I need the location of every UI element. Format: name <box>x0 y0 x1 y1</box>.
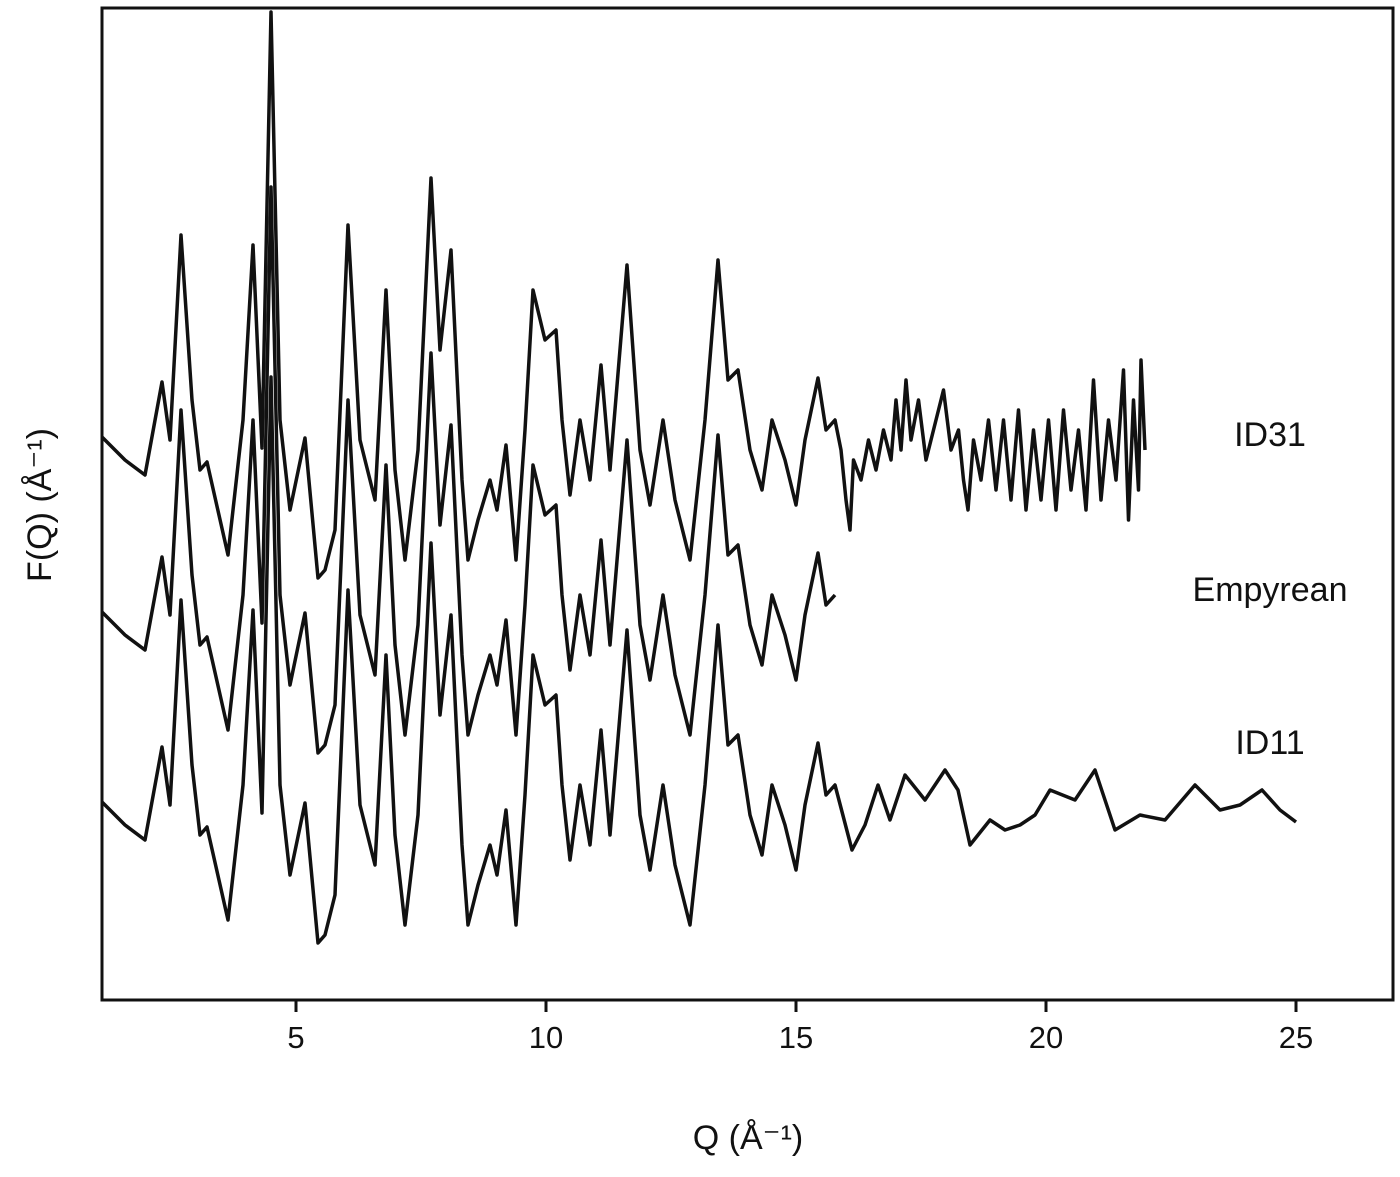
plot-frame <box>100 6 1395 1002</box>
series-line <box>100 185 837 755</box>
x-tick-label: 10 <box>529 1020 563 1055</box>
x-tick-label: 15 <box>779 1020 813 1055</box>
series-label: ID11 <box>1235 724 1304 762</box>
y-axis-label: F(Q) (Å⁻¹) <box>21 428 59 582</box>
x-tick-label: 25 <box>1279 1020 1313 1055</box>
series-line <box>100 10 1147 580</box>
series-label: Empyrean <box>1193 571 1348 609</box>
series-label: ID31 <box>1234 416 1306 454</box>
x-axis-label: Q (Å⁻¹) <box>693 1119 803 1157</box>
series-line <box>100 375 1298 945</box>
x-tick-label: 5 <box>287 1020 304 1055</box>
x-tick-label: 20 <box>1029 1020 1063 1055</box>
